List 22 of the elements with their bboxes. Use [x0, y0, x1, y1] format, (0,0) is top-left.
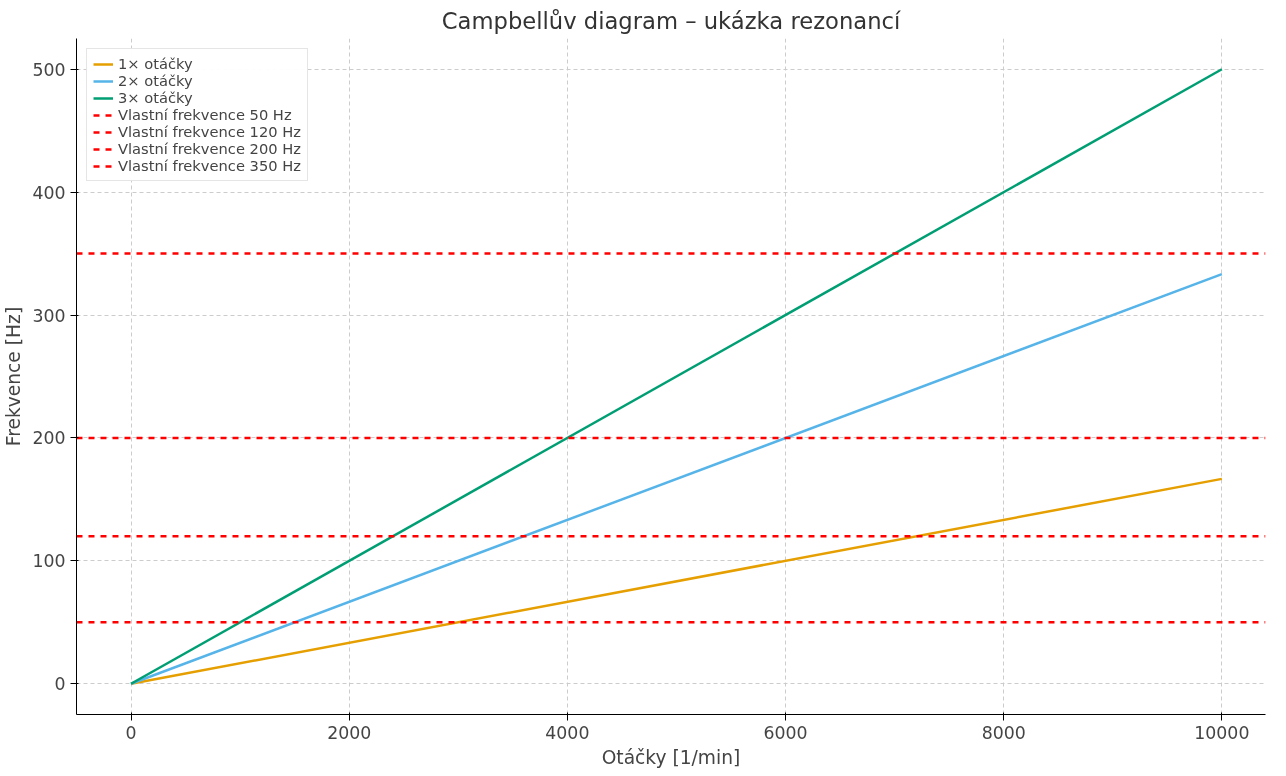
y-tick-label: 100 [32, 551, 66, 572]
x-tick-label: 10000 [1194, 722, 1250, 743]
chart-title: Campbellův diagram – ukázka rezonancí [441, 7, 901, 34]
x-tick-label: 4000 [545, 722, 590, 743]
legend-label: 2× otáčky [118, 72, 193, 89]
legend-label: Vlastní frekvence 350 Hz [118, 157, 301, 174]
y-tick-label: 0 [54, 674, 66, 695]
y-tick-label: 200 [32, 428, 66, 449]
x-tick-label: 6000 [763, 722, 808, 743]
legend-label: 3× otáčky [118, 89, 193, 106]
legend-label: Vlastní frekvence 50 Hz [118, 106, 292, 123]
y-axis-title: Frekvence [Hz] [3, 306, 25, 447]
y-tick-label: 500 [32, 59, 66, 80]
y-tick-label: 300 [32, 305, 66, 326]
legend-label: Vlastní frekvence 200 Hz [118, 140, 301, 157]
x-tick-label: 0 [125, 722, 137, 743]
legend-label: 1× otáčky [118, 55, 193, 72]
x-axis-title: Otáčky [1/min] [601, 746, 741, 768]
x-tick-label: 2000 [327, 722, 372, 743]
legend-label: Vlastní frekvence 120 Hz [118, 123, 301, 140]
x-tick-label: 8000 [981, 722, 1026, 743]
y-tick-label: 400 [32, 182, 66, 203]
